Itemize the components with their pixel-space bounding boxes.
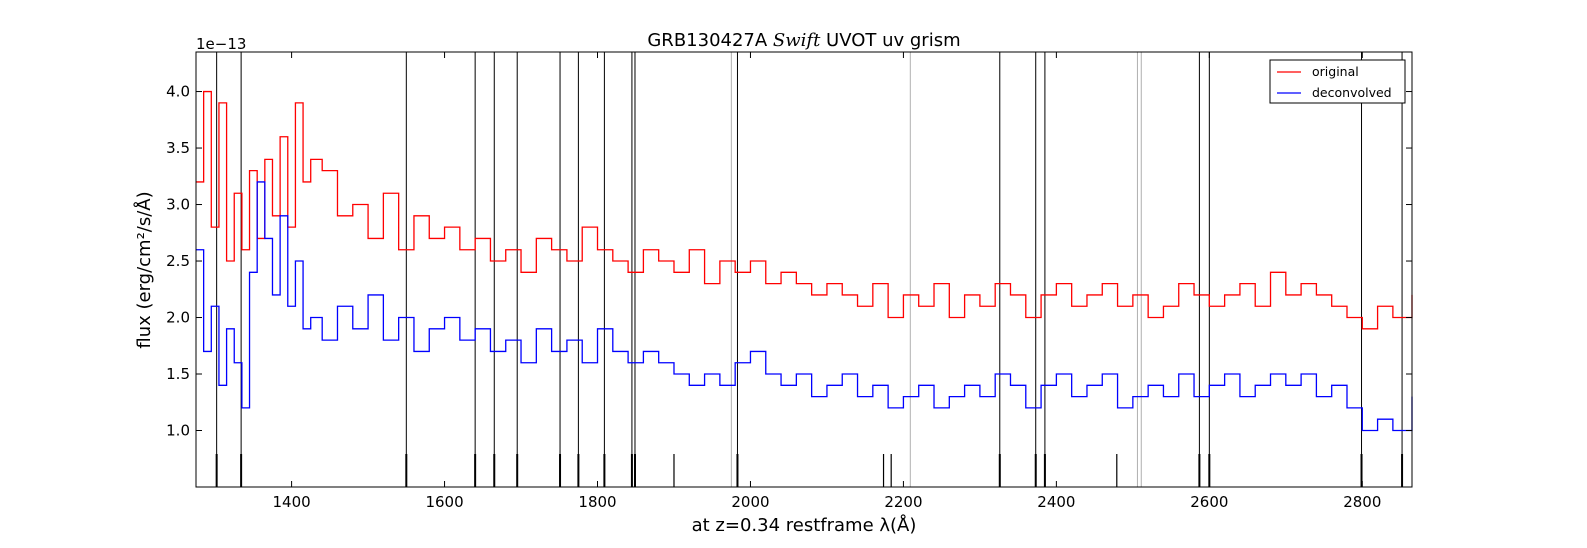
y-tick-label-5: 3.5 bbox=[166, 139, 190, 157]
x-tick-label-6: 2600 bbox=[1190, 493, 1228, 511]
y-tick-label-1: 1.5 bbox=[166, 365, 190, 383]
y-tick-labels: 1.0 1.5 2.0 2.5 3.0 3.5 4.0 bbox=[166, 83, 190, 440]
vertical-line-group bbox=[215, 52, 1404, 487]
legend: original deconvolved bbox=[1269, 59, 1406, 104]
x-tick-label-2: 1800 bbox=[578, 493, 616, 511]
x-tick-label-7: 2800 bbox=[1343, 493, 1381, 511]
y-tick-label-2: 2.0 bbox=[166, 309, 190, 327]
y-tick-label-4: 3.0 bbox=[166, 196, 190, 214]
series-deconvolved bbox=[196, 181, 1413, 432]
x-tick-label-0: 1400 bbox=[273, 493, 311, 511]
axis-ticks bbox=[196, 52, 1412, 487]
legend-box bbox=[1269, 59, 1406, 104]
chart-title: GRB130427A Swift UVOT uv grism bbox=[647, 30, 960, 51]
x-tick-label-1: 1600 bbox=[425, 493, 463, 511]
x-tick-label-5: 2400 bbox=[1037, 493, 1075, 511]
y-axis-label: flux (erg/cm²/s/Å) bbox=[133, 191, 155, 348]
plot-area bbox=[195, 51, 1413, 488]
title-part-italic: Swift bbox=[773, 30, 821, 51]
title-part-1: GRB130427A bbox=[647, 30, 773, 51]
title-part-2: UVOT uv grism bbox=[820, 30, 960, 51]
legend-label-original: original bbox=[1312, 64, 1359, 79]
legend-label-deconvolved: deconvolved bbox=[1312, 85, 1392, 100]
y-tick-label-3: 2.5 bbox=[166, 252, 190, 270]
y-multiplier: 1e−13 bbox=[196, 35, 246, 53]
x-tick-labels: 1400 1600 1800 2000 2200 2400 2600 2800 bbox=[273, 493, 1382, 511]
spectrum-series-group bbox=[196, 90, 1413, 432]
plot-frame bbox=[195, 51, 1413, 488]
series-original bbox=[196, 90, 1413, 330]
x-tick-label-4: 2200 bbox=[884, 493, 922, 511]
y-tick-label-0: 1.0 bbox=[166, 422, 190, 440]
x-axis-label: at z=0.34 restframe λ(Å) bbox=[692, 514, 917, 536]
y-tick-label-6: 4.0 bbox=[166, 83, 190, 101]
x-tick-label-3: 2000 bbox=[731, 493, 769, 511]
